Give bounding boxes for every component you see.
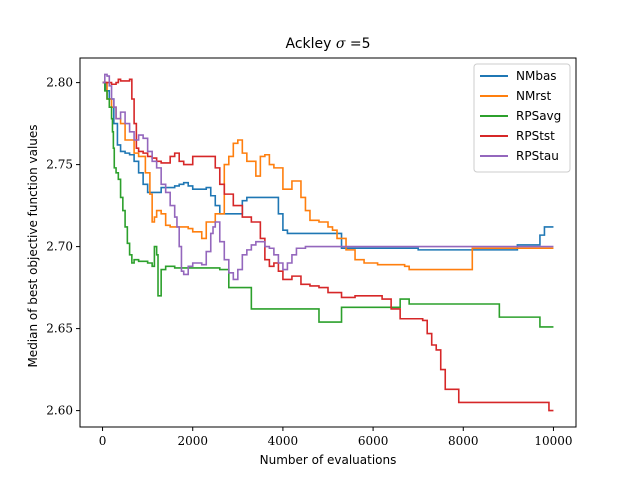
y-tick-label: 2.60 xyxy=(46,404,73,418)
x-tick-label: 8000 xyxy=(448,434,479,448)
chart-title-suffix: =5 xyxy=(345,36,370,52)
y-axis-ticks: 2.60 2.65 2.70 2.75 2.80 xyxy=(46,76,80,418)
y-tick-label: 2.70 xyxy=(46,240,73,254)
legend-label-rpsavg: RPSavg xyxy=(516,109,561,123)
axes-frame xyxy=(79,57,577,428)
y-tick-label: 2.65 xyxy=(46,322,73,336)
x-tick-label: 6000 xyxy=(358,434,389,448)
series-line-nmrst xyxy=(102,81,554,271)
series-line-rpstau xyxy=(102,73,554,281)
chart-title-symbol: σ xyxy=(336,36,346,52)
axes xyxy=(79,57,577,428)
series-line-rpsavg xyxy=(102,81,554,328)
y-tick-label: 2.80 xyxy=(46,76,73,90)
x-axis-title: Number of evaluations xyxy=(260,453,397,467)
chart-title: Ackley σ =5 xyxy=(285,36,370,52)
series-line-rpstst xyxy=(102,78,554,412)
legend: NMbas NMrst RPSavg RPStst RPStau xyxy=(473,63,571,173)
legend-box xyxy=(473,63,571,173)
x-tick-label: 2000 xyxy=(177,434,208,448)
legend-label-rpstau: RPStau xyxy=(516,149,559,163)
legend-label-nmrst: NMrst xyxy=(516,89,552,103)
x-tick-label: 4000 xyxy=(268,434,299,448)
x-axis-ticks: 0 2000 4000 6000 8000 10000 xyxy=(99,427,573,448)
legend-label-rpstst: RPStst xyxy=(516,129,555,143)
series-lines xyxy=(102,73,554,412)
x-tick-label: 10000 xyxy=(534,434,572,448)
x-tick-label: 0 xyxy=(99,434,107,448)
legend-label-nmbas: NMbas xyxy=(516,69,557,83)
y-tick-label: 2.75 xyxy=(46,158,73,172)
y-axis-title: Median of best objective function values xyxy=(26,124,40,367)
chart-title-prefix: Ackley xyxy=(285,36,335,52)
